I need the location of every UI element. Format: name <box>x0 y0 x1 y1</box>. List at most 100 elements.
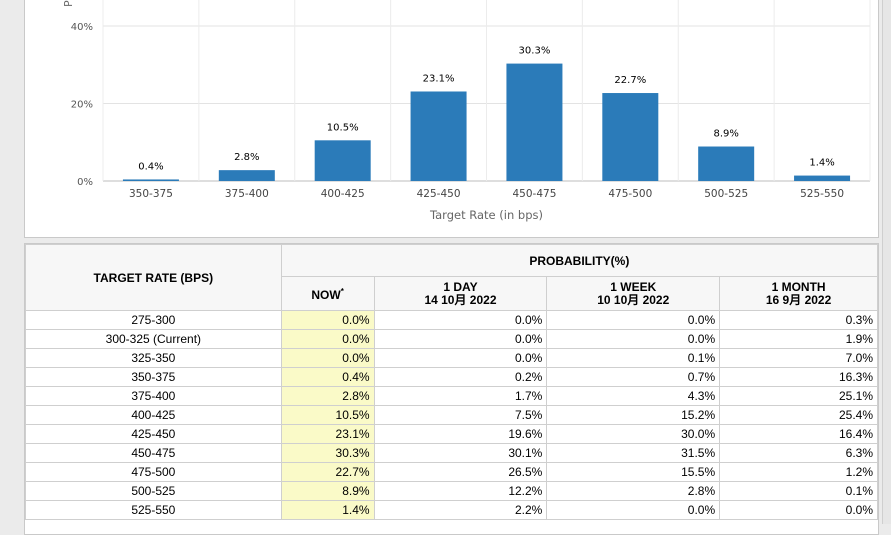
bar-value-label: 8.9% <box>713 129 738 140</box>
cell-day: 0.0% <box>373 348 548 368</box>
cell-day: 0.0% <box>373 329 548 349</box>
bar <box>794 175 851 181</box>
x-tick-label: 500-525 <box>704 188 748 200</box>
now-header: NOW* <box>280 276 375 311</box>
cell-week: 0.0% <box>546 500 721 520</box>
x-tick-label: 400-425 <box>321 188 365 200</box>
cell-month: 16.4% <box>719 424 878 444</box>
table-row: 400-425 10.5% 7.5% 15.2% 25.4% <box>25 405 878 425</box>
cell-month: 0.0% <box>719 500 878 520</box>
cell-day: 2.2% <box>373 500 548 520</box>
bar <box>122 179 179 181</box>
cell-rate: 475-500 <box>25 462 282 482</box>
cell-rate: 325-350 <box>25 348 282 368</box>
cell-rate: 350-375 <box>25 367 282 387</box>
cell-rate: 450-475 <box>25 443 282 463</box>
cell-now: 0.4% <box>280 367 375 387</box>
cell-rate: 275-300 <box>25 310 282 330</box>
one-week-date: 10 10月 2022 <box>597 292 670 307</box>
cell-day: 7.5% <box>373 405 548 425</box>
cell-month: 6.3% <box>719 443 878 463</box>
cell-rate: 400-425 <box>25 405 282 425</box>
one-month-label: 1 MONTH <box>771 279 826 294</box>
cell-now: 30.3% <box>280 443 375 463</box>
cell-week: 0.1% <box>546 348 721 368</box>
x-tick-label: 450-475 <box>513 188 557 200</box>
one-month-header: 1 MONTH 16 9月 2022 <box>719 276 878 311</box>
x-tick-label: 375-400 <box>225 188 269 200</box>
x-tick-label: 525-550 <box>800 188 844 200</box>
bar-value-label: 1.4% <box>809 158 834 169</box>
bar-value-label: 10.5% <box>327 122 359 133</box>
y-tick-label: 40% <box>71 22 93 33</box>
cell-week: 15.2% <box>546 405 721 425</box>
target-rate-header: TARGET RATE (BPS) <box>25 244 282 311</box>
cell-week: 0.0% <box>546 310 721 330</box>
table-row: 275-300 0.0% 0.0% 0.0% 0.3% <box>25 310 878 330</box>
cell-rate: 500-525 <box>25 481 282 501</box>
one-day-date: 14 10月 2022 <box>424 292 497 307</box>
bar <box>218 170 275 181</box>
x-tick-label: 425-450 <box>417 188 461 200</box>
cell-week: 15.5% <box>546 462 721 482</box>
cell-week: 31.5% <box>546 443 721 463</box>
cell-day: 12.2% <box>373 481 548 501</box>
cell-rate: 425-450 <box>25 424 282 444</box>
bar-value-label: 2.8% <box>234 152 259 163</box>
cell-week: 0.7% <box>546 367 721 387</box>
bar-value-label: 0.4% <box>138 161 163 172</box>
cell-day: 30.1% <box>373 443 548 463</box>
cell-now: 8.9% <box>280 481 375 501</box>
window-scrollbar[interactable] <box>882 0 891 524</box>
cell-week: 0.0% <box>546 329 721 349</box>
cell-now: 2.8% <box>280 386 375 406</box>
bar-value-label: 23.1% <box>423 73 455 84</box>
one-week-label: 1 WEEK <box>610 279 657 294</box>
x-tick-label: 350-375 <box>129 188 173 200</box>
table-row: 375-400 2.8% 1.7% 4.3% 25.1% <box>25 386 878 406</box>
table-panel: TARGET RATE (BPS) PROBABILITY(%) NOW* 1 … <box>24 243 879 535</box>
cell-now: 0.0% <box>280 329 375 349</box>
cell-week: 2.8% <box>546 481 721 501</box>
table-row: 350-375 0.4% 0.2% 0.7% 16.3% <box>25 367 878 387</box>
table-row: 500-525 8.9% 12.2% 2.8% 0.1% <box>25 481 878 501</box>
cell-month: 1.9% <box>719 329 878 349</box>
cell-rate: 375-400 <box>25 386 282 406</box>
cell-day: 26.5% <box>373 462 548 482</box>
cell-month: 0.3% <box>719 310 878 330</box>
cell-day: 1.7% <box>373 386 548 406</box>
cell-month: 16.3% <box>719 367 878 387</box>
cell-now: 1.4% <box>280 500 375 520</box>
table-row: 450-475 30.3% 30.1% 31.5% 6.3% <box>25 443 878 463</box>
cell-day: 19.6% <box>373 424 548 444</box>
probability-header: PROBABILITY(%) <box>280 244 878 277</box>
cell-week: 4.3% <box>546 386 721 406</box>
bar <box>314 140 371 181</box>
x-tick-label: 475-500 <box>608 188 652 200</box>
cell-rate: 525-550 <box>25 500 282 520</box>
probability-bar-chart: 0% 20% 40% Probability 0.4% 350-375 2.8% 375-40… <box>62 0 871 222</box>
bar <box>410 91 467 181</box>
cell-now: 10.5% <box>280 405 375 425</box>
table-row: 525-550 1.4% 2.2% 0.0% 0.0% <box>25 500 878 520</box>
now-footnote-mark: * <box>340 287 344 296</box>
bar <box>602 93 659 181</box>
cell-month: 7.0% <box>719 348 878 368</box>
one-month-date: 16 9月 2022 <box>765 292 832 307</box>
table-row: 475-500 22.7% 26.5% 15.5% 1.2% <box>25 462 878 482</box>
bar <box>506 63 563 181</box>
bar <box>698 146 755 181</box>
cell-week: 30.0% <box>546 424 721 444</box>
table-row: 425-450 23.1% 19.6% 30.0% 16.4% <box>25 424 878 444</box>
one-day-header: 1 DAY 14 10月 2022 <box>373 276 548 311</box>
table-row: 300-325 (Current) 0.0% 0.0% 0.0% 1.9% <box>25 329 878 349</box>
cell-month: 25.4% <box>719 405 878 425</box>
cell-now: 0.0% <box>280 348 375 368</box>
cell-day: 0.2% <box>373 367 548 387</box>
now-label: NOW <box>311 288 341 302</box>
bar-value-label: 22.7% <box>614 75 646 86</box>
table-row: 325-350 0.0% 0.0% 0.1% 7.0% <box>25 348 878 368</box>
y-tick-label: 20% <box>71 100 93 111</box>
cell-now: 0.0% <box>280 310 375 330</box>
probability-table: TARGET RATE (BPS) PROBABILITY(%) NOW* 1 … <box>25 244 878 520</box>
